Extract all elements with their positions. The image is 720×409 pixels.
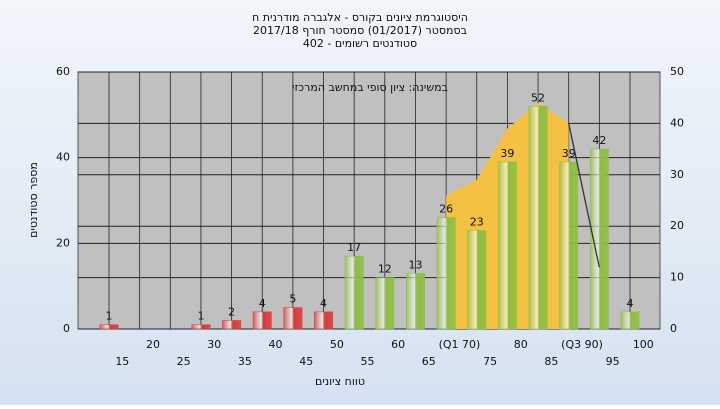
bar (528, 106, 548, 330)
data-label: 23 (470, 215, 484, 228)
x-tick-label: 15 (115, 355, 129, 368)
line (568, 123, 600, 268)
annotation: במשינה: ציון סופי במחשב המרכזי (292, 81, 448, 94)
data-label: 39 (500, 147, 514, 160)
y2-tick-label: 50 (670, 65, 684, 78)
y-tick-label: 0 (63, 322, 70, 335)
bar (559, 161, 579, 330)
data-label: 17 (347, 241, 361, 254)
x-tick-label: (Q1 70) (439, 338, 481, 351)
bar (497, 161, 517, 330)
data-label: 4 (627, 297, 634, 310)
y2-tick-label: 20 (670, 219, 684, 232)
x-tick-label: 50 (330, 338, 344, 351)
x-tick-label: 45 (299, 355, 313, 368)
data-label: 13 (408, 258, 422, 271)
bar (589, 148, 609, 330)
data-label: 4 (259, 297, 266, 310)
data-label: 39 (562, 147, 576, 160)
bar (406, 273, 425, 330)
data-label: 1 (106, 310, 113, 323)
chart-title: היסטוגרמת ציונים בקורס - אלגברה מודרנית … (252, 11, 468, 24)
bar (191, 324, 211, 330)
x-tick-label: 35 (238, 355, 252, 368)
bar (222, 320, 242, 330)
bar (99, 324, 119, 330)
x-tick-label: 95 (606, 355, 620, 368)
bar (620, 311, 640, 330)
x-tick-label: 40 (269, 338, 283, 351)
chart-subtitle: סטודנטים רשומים - 402 (303, 37, 417, 50)
x-axis-label: טווח ציונים (315, 375, 365, 388)
bar (344, 255, 364, 330)
data-label: 4 (320, 297, 327, 310)
bar (252, 311, 272, 330)
x-tick-label: 55 (361, 355, 375, 368)
y-tick-label: 40 (56, 151, 70, 164)
data-label: 52 (531, 91, 545, 104)
x-tick-label: 80 (514, 338, 528, 351)
x-tick-label: (Q3 90) (561, 338, 603, 351)
x-tick-label: 85 (544, 355, 558, 368)
x-tick-label: 100 (633, 338, 654, 351)
data-label: 26 (439, 203, 453, 216)
bar (314, 311, 333, 330)
data-label: 5 (289, 293, 296, 306)
x-tick-label: 75 (483, 355, 497, 368)
x-tick-label: 30 (207, 338, 221, 351)
y2-tick-label: 0 (670, 322, 677, 335)
y2-tick-label: 30 (670, 168, 684, 181)
y-axis-label: מספר סטודנטים (27, 162, 40, 238)
x-tick-label: 65 (422, 355, 436, 368)
data-label: 2 (228, 305, 235, 318)
x-tick-label: 60 (391, 338, 405, 351)
bar (467, 230, 487, 330)
data-label: 42 (592, 134, 606, 147)
y-tick-label: 20 (56, 236, 70, 249)
x-tick-label: 25 (177, 355, 191, 368)
bar (375, 277, 395, 330)
x-tick-label: 20 (146, 338, 160, 351)
y2-tick-label: 10 (670, 271, 684, 284)
data-label: 12 (378, 263, 392, 276)
y-tick-label: 60 (56, 65, 70, 78)
bar (436, 217, 456, 330)
y2-tick-label: 40 (670, 116, 684, 129)
data-label: 1 (197, 310, 204, 323)
chart-subtitle: בסמסטר (01/2017) סמסטר חורף 2017/18 (253, 24, 467, 37)
bar (283, 307, 303, 330)
